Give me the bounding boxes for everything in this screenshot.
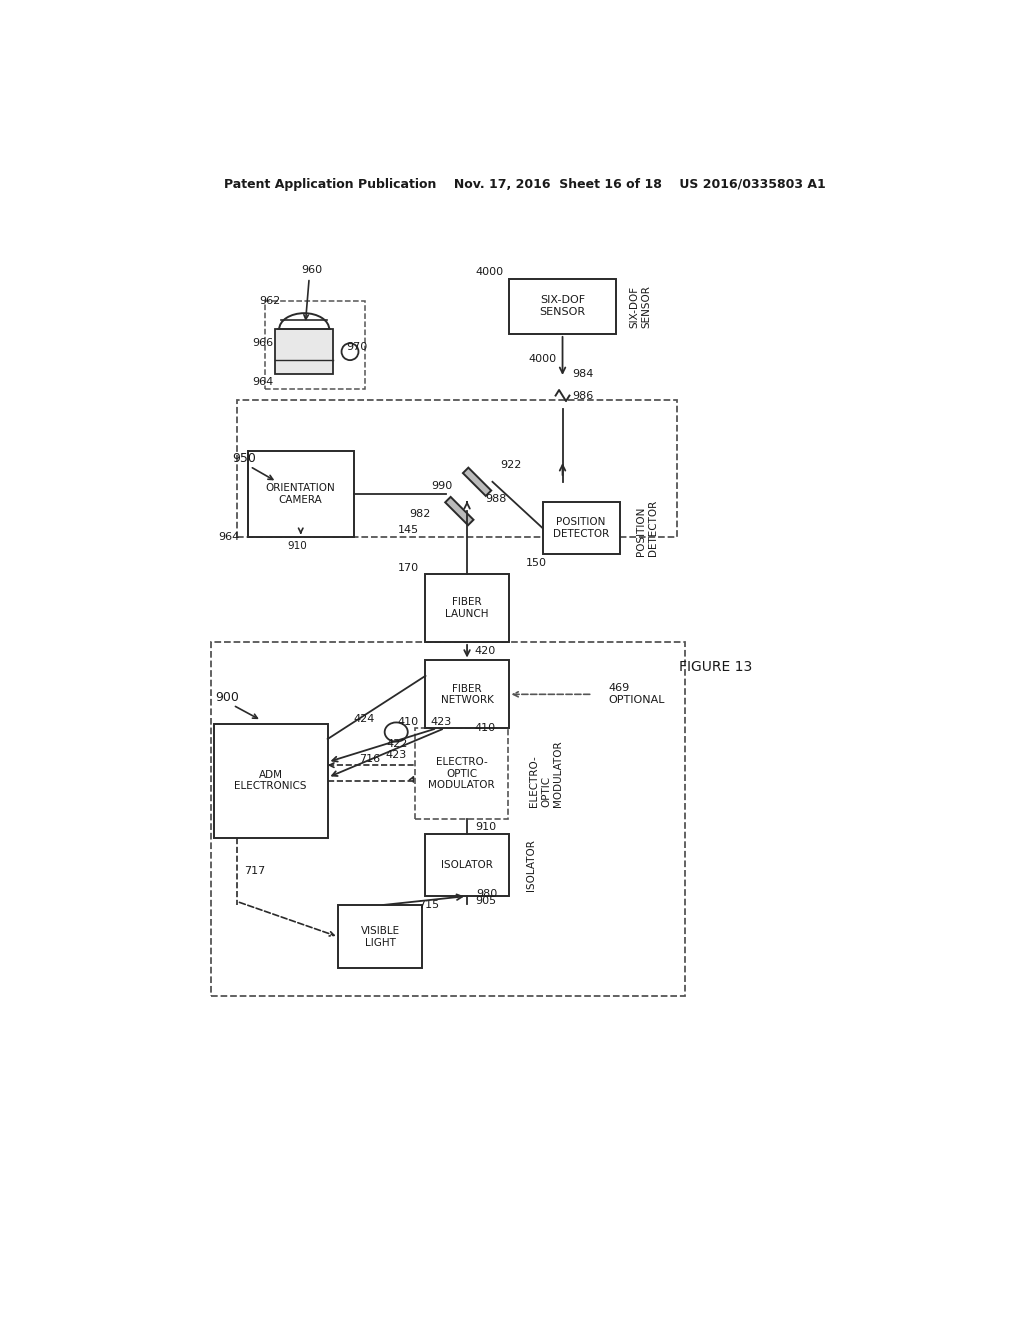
- Bar: [339, 906, 422, 969]
- Text: ISOLATOR: ISOLATOR: [441, 861, 493, 870]
- Ellipse shape: [342, 343, 358, 360]
- Text: 922: 922: [500, 459, 521, 470]
- Text: POSITION
DETECTOR: POSITION DETECTOR: [553, 517, 609, 539]
- Text: ORIENTATION
CAMERA: ORIENTATION CAMERA: [266, 483, 336, 506]
- Text: 145: 145: [398, 524, 419, 535]
- Text: 716: 716: [358, 754, 380, 764]
- Text: SIX-DOF
SENSOR: SIX-DOF SENSOR: [630, 285, 651, 327]
- Text: 423: 423: [430, 717, 452, 727]
- Text: 964: 964: [219, 532, 240, 543]
- Text: FIBER
NETWORK: FIBER NETWORK: [440, 684, 494, 705]
- Bar: [237, 400, 677, 537]
- Bar: [509, 279, 615, 334]
- Bar: [425, 574, 509, 642]
- Text: 950: 950: [232, 453, 256, 465]
- Text: 170: 170: [398, 564, 419, 573]
- Text: 150: 150: [526, 558, 547, 569]
- Text: 422: 422: [386, 739, 408, 748]
- Text: POSITION
DETECTOR: POSITION DETECTOR: [637, 500, 658, 556]
- Text: 964: 964: [253, 376, 273, 387]
- Text: Patent Application Publication    Nov. 17, 2016  Sheet 16 of 18    US 2016/03358: Patent Application Publication Nov. 17, …: [224, 178, 825, 191]
- Ellipse shape: [385, 722, 408, 742]
- Polygon shape: [463, 467, 492, 496]
- Text: 410: 410: [397, 717, 419, 727]
- Bar: [248, 451, 354, 537]
- Text: 970: 970: [346, 342, 368, 352]
- Text: 980: 980: [476, 888, 498, 899]
- Text: 4000: 4000: [475, 268, 503, 277]
- Text: ELECTRO-
OPTIC
MODULATOR: ELECTRO- OPTIC MODULATOR: [428, 758, 495, 791]
- Text: FIBER
LAUNCH: FIBER LAUNCH: [445, 597, 488, 619]
- Text: OPTIONAL: OPTIONAL: [608, 696, 665, 705]
- Bar: [543, 502, 620, 554]
- Bar: [425, 660, 509, 729]
- Text: VISIBLE
LIGHT: VISIBLE LIGHT: [360, 927, 399, 948]
- Text: 986: 986: [571, 391, 593, 400]
- Text: 960: 960: [301, 265, 323, 275]
- Bar: [416, 729, 508, 818]
- Bar: [211, 642, 685, 997]
- Bar: [214, 723, 328, 838]
- Text: 984: 984: [571, 370, 593, 379]
- Text: 990: 990: [431, 480, 453, 491]
- Text: 982: 982: [410, 510, 431, 519]
- Text: ADM
ELECTRONICS: ADM ELECTRONICS: [234, 770, 307, 792]
- Text: 900: 900: [215, 690, 239, 704]
- Text: 424: 424: [354, 714, 375, 723]
- Text: 420: 420: [475, 647, 496, 656]
- Text: 910: 910: [475, 822, 496, 832]
- Bar: [275, 330, 333, 374]
- Text: ISOLATOR: ISOLATOR: [525, 840, 536, 891]
- Bar: [425, 834, 509, 896]
- Text: 905: 905: [475, 896, 496, 906]
- Text: 423: 423: [385, 750, 407, 760]
- Text: 966: 966: [252, 338, 273, 348]
- Text: 715: 715: [418, 900, 439, 911]
- Polygon shape: [445, 496, 473, 525]
- Text: 410: 410: [475, 723, 496, 733]
- Text: 988: 988: [484, 494, 506, 504]
- Text: 717: 717: [245, 866, 266, 876]
- Text: 910: 910: [287, 541, 307, 552]
- Text: ELECTRO-
OPTIC
MODULATOR: ELECTRO- OPTIC MODULATOR: [529, 741, 562, 807]
- Text: FIGURE 13: FIGURE 13: [679, 660, 753, 673]
- Text: 4000: 4000: [528, 354, 556, 363]
- Text: 469: 469: [608, 684, 629, 693]
- Text: 962: 962: [259, 296, 281, 306]
- Bar: [265, 301, 366, 389]
- Text: SIX-DOF
SENSOR: SIX-DOF SENSOR: [540, 296, 586, 317]
